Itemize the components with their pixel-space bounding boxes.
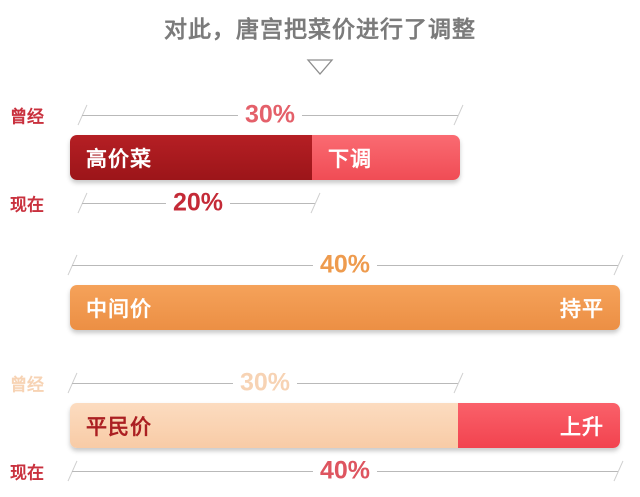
bar-label-category-row1: 高价菜 bbox=[86, 147, 152, 171]
bar-label-change-row3: 上升 bbox=[560, 415, 604, 439]
measure-row1-before: 曾经 30% bbox=[10, 100, 480, 130]
page-title: 对此，唐宫把菜价进行了调整 bbox=[164, 16, 476, 42]
measure-value-after-row1: 20% bbox=[165, 188, 231, 218]
bar-segment-mid-price-main: 中间价 持平 bbox=[70, 285, 620, 330]
bar-label-change-row2: 持平 bbox=[560, 297, 604, 321]
bar-segment-high-price-main: 高价菜 bbox=[70, 135, 312, 180]
measure-row3-after: 现在 40% bbox=[10, 456, 635, 486]
measure-label-after-row1: 现在 bbox=[10, 195, 44, 215]
measure-label-before-row3: 曾经 bbox=[10, 375, 44, 395]
bar-high-price: 高价菜 下调 bbox=[70, 135, 460, 180]
measure-label-after-row3: 现在 bbox=[10, 463, 44, 483]
measure-value-row2: 40% bbox=[312, 250, 378, 280]
triangle-down-icon bbox=[0, 58, 640, 80]
measure-value-after-row3: 40% bbox=[312, 456, 378, 486]
bar-label-category-row2: 中间价 bbox=[86, 297, 152, 321]
measure-value-before-row3: 30% bbox=[232, 368, 298, 398]
bar-segment-common-price-main: 平民价 bbox=[70, 403, 458, 448]
bar-segment-common-price-change: 上升 bbox=[458, 403, 620, 448]
bar-label-category-row3: 平民价 bbox=[86, 415, 152, 439]
bar-common-price: 平民价 上升 bbox=[70, 403, 620, 448]
measure-row3-before: 曾经 30% bbox=[10, 368, 480, 398]
measure-row1-after: 现在 20% bbox=[10, 188, 360, 218]
bar-mid-price: 中间价 持平 bbox=[70, 285, 620, 330]
measure-label-before-row1: 曾经 bbox=[10, 107, 44, 127]
bar-segment-high-price-change: 下调 bbox=[312, 135, 460, 180]
measure-value-before-row1: 30% bbox=[237, 100, 303, 130]
measure-row2: 40% bbox=[10, 250, 635, 280]
bar-label-change-row1: 下调 bbox=[328, 147, 372, 171]
